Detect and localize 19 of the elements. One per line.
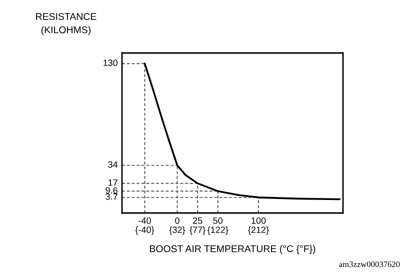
x-axis-title: BOOST AIR TEMPERATURE (°C {°F})	[150, 245, 316, 254]
x2-tick-label: {122}	[207, 226, 228, 235]
x2-tick-label: {32}	[169, 226, 186, 235]
x-tick-label: 0	[175, 217, 180, 224]
text: am3zzw00037620	[339, 261, 400, 268]
x2-tick-label: {212}	[248, 226, 269, 235]
x2-tick-label: {77}	[190, 226, 206, 235]
y-tick-label: 9.6	[106, 187, 118, 194]
y-tick-label: 34	[108, 161, 118, 168]
y-tick-label: 130	[103, 60, 118, 66]
y-tick-label: 3.7	[106, 193, 118, 200]
y-axis-title: RESISTANCE (KILOHMS)	[36, 13, 96, 36]
x-tick-label: 50	[213, 217, 223, 224]
line-series	[144, 62, 341, 200]
x-tick-label: 100	[252, 217, 266, 224]
x2-tick-label: {-40}	[135, 226, 154, 235]
x-tick-label: -40	[138, 217, 151, 224]
x-tick-label: 25	[192, 217, 202, 224]
y-tick-label: 17	[108, 179, 118, 186]
